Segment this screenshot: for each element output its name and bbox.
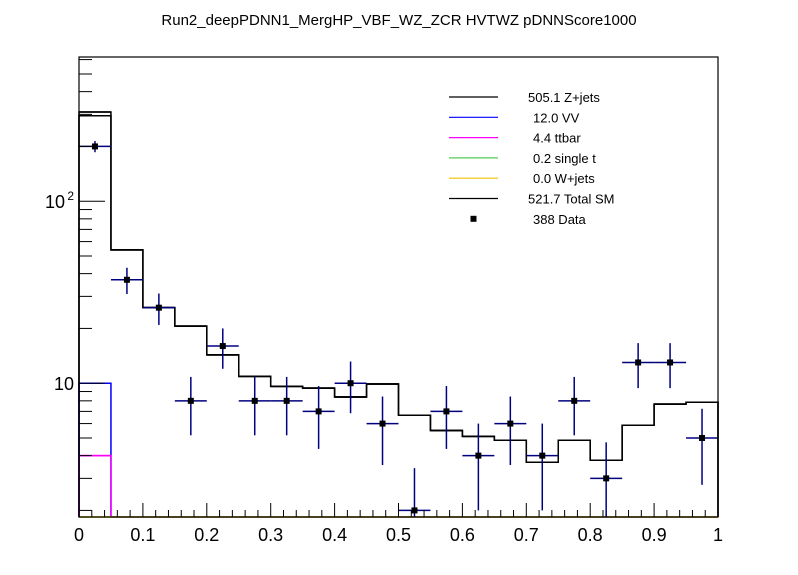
legend-label: 0.0 W+jets xyxy=(533,171,595,186)
data-point xyxy=(238,376,271,436)
x-tick-label: 0.7 xyxy=(514,525,539,545)
x-tick-label: 0.2 xyxy=(194,525,219,545)
data-point xyxy=(654,343,687,389)
data-point xyxy=(142,293,175,325)
data-marker xyxy=(667,359,674,366)
data-marker xyxy=(219,343,226,350)
data-marker xyxy=(475,452,482,459)
data-marker xyxy=(411,507,418,514)
data-marker xyxy=(507,420,514,427)
data-marker xyxy=(603,475,610,482)
data-marker xyxy=(379,420,386,427)
data-point xyxy=(174,376,207,436)
data-point xyxy=(270,376,303,436)
data-point xyxy=(302,386,335,449)
x-tick-label: 0.1 xyxy=(130,525,155,545)
x-tick-label: 0.4 xyxy=(322,525,347,545)
legend-entry-vv: 12.0 VV xyxy=(449,110,580,125)
legend-entry-total-sm: 521.7 Total SM xyxy=(449,192,614,207)
legend: 505.1 Z+jets 12.0 VV 4.4 ttbar 0.2 single t… xyxy=(449,90,614,227)
data-point xyxy=(366,396,399,466)
legend-entry-ttbar: 4.4 ttbar xyxy=(449,131,581,146)
data-marker xyxy=(315,408,322,415)
data-marker xyxy=(539,452,546,459)
x-tick-label: 0.5 xyxy=(386,525,411,545)
y-tick-label: 10 xyxy=(45,192,65,212)
legend-label: 505.1 Z+jets xyxy=(528,90,600,105)
x-tick-label: 0.3 xyxy=(258,525,283,545)
data-marker xyxy=(283,397,290,404)
x-tick-label: 0 xyxy=(74,525,84,545)
data-point xyxy=(526,423,559,511)
legend-label: 388 Data xyxy=(533,212,587,227)
y-tick-exponent: 2 xyxy=(67,189,74,203)
series-total-sm-line xyxy=(78,111,719,517)
data-point xyxy=(494,396,527,466)
data-marker xyxy=(635,359,642,366)
legend-entry-z-jets: 505.1 Z+jets xyxy=(449,90,600,105)
series-layer xyxy=(78,111,719,518)
x-tick-label: 0.9 xyxy=(642,525,667,545)
data-point xyxy=(558,376,591,436)
x-tick-label: 1 xyxy=(713,525,723,545)
data-marker xyxy=(443,408,450,415)
x-tick-label: 0.8 xyxy=(578,525,603,545)
data-point xyxy=(462,423,495,511)
legend-entry-single-t: 0.2 single t xyxy=(449,151,596,166)
data-marker xyxy=(347,380,354,387)
data-point xyxy=(206,328,239,369)
legend-label: 521.7 Total SM xyxy=(528,192,614,207)
y-tick-label: 10 xyxy=(54,374,74,394)
data-point xyxy=(590,442,623,517)
legend-entry-data: 388 Data xyxy=(470,212,587,227)
data-point xyxy=(110,267,143,294)
data-marker xyxy=(571,397,578,404)
data-marker xyxy=(123,276,130,283)
data-point xyxy=(398,468,431,517)
data-marker xyxy=(187,397,194,404)
data-marker xyxy=(699,434,706,441)
chart-title: Run2_deepPDNN1_MergHP_VBF_WZ_ZCR HVTWZ p… xyxy=(161,12,636,29)
legend-marker xyxy=(470,215,477,222)
legend-label: 12.0 VV xyxy=(533,110,580,125)
legend-entry-w-jets: 0.0 W+jets xyxy=(449,171,595,186)
legend-label: 0.2 single t xyxy=(533,151,596,166)
data-point xyxy=(334,361,367,414)
data-marker xyxy=(251,397,258,404)
data-marker xyxy=(155,304,162,311)
data-point xyxy=(430,386,463,449)
x-tick-label: 0.6 xyxy=(450,525,475,545)
data-point xyxy=(622,343,655,389)
legend-label: 4.4 ttbar xyxy=(533,131,581,146)
data-marker xyxy=(91,143,98,150)
data-points-layer xyxy=(79,141,718,517)
data-point xyxy=(686,408,718,485)
